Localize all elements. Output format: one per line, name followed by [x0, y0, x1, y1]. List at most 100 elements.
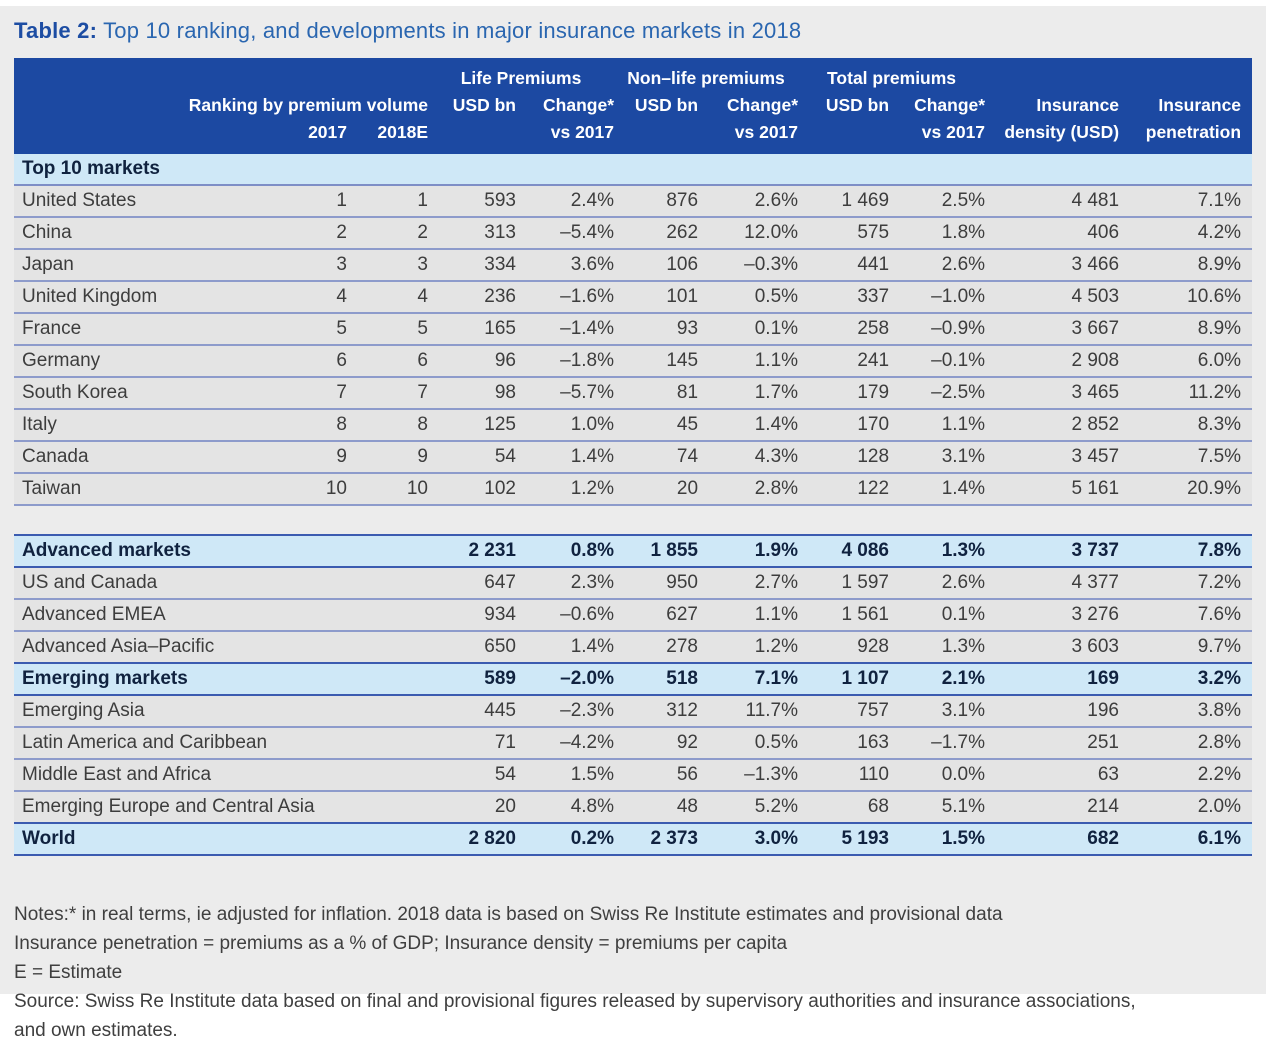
value-cell: 7.5% — [1119, 441, 1253, 474]
value-cell: 4 377 — [985, 567, 1119, 600]
value-cell: 1.2% — [516, 473, 615, 506]
table-row: US and Canada 647 2.3% 950 2.7% 1 597 2.6% 4 37… — [14, 567, 1252, 600]
value-cell: 3 276 — [985, 599, 1119, 632]
value-cell: 3 457 — [985, 441, 1120, 474]
value-cell: 1 597 — [798, 567, 889, 600]
market-name: World — [14, 822, 214, 856]
value-cell: 2.1% — [889, 662, 985, 696]
value-cell: 1.4% — [889, 473, 986, 506]
value-cell — [214, 662, 347, 696]
value-cell: 1.4% — [516, 631, 614, 663]
value-cell: 313 — [428, 217, 516, 250]
value-cell — [347, 534, 428, 568]
notes: Notes:* in real terms, ie adjusted for i… — [14, 900, 1252, 1045]
value-cell: 682 — [985, 822, 1119, 856]
value-cell — [347, 822, 428, 856]
header-group-total-premiums: Total premiums — [798, 58, 986, 92]
value-cell: 934 — [428, 599, 516, 632]
value-cell: 5 — [347, 313, 428, 346]
value-cell: 6 — [214, 345, 347, 378]
table-row: Advanced EMEA 934 –0.6% 627 1.1% 1 561 0.1% 3 2… — [14, 599, 1252, 632]
value-cell: 9 — [347, 441, 428, 474]
value-cell: 163 — [798, 727, 889, 760]
value-cell: 1.3% — [889, 631, 985, 663]
header-year-2018e: 2018E — [347, 119, 428, 154]
page: Table 2: Top 10 ranking, and developments… — [0, 6, 1266, 1041]
market-name: Emerging Europe and Central Asia — [14, 791, 315, 823]
value-cell: 20 — [428, 791, 516, 823]
market-name: Advanced Asia–Pacific — [14, 631, 214, 663]
value-cell: 179 — [798, 377, 890, 410]
section-row: Top 10 markets — [14, 154, 1253, 186]
value-cell: 7.8% — [1119, 534, 1252, 568]
value-cell: 2.6% — [698, 185, 799, 218]
value-cell: 334 — [428, 249, 516, 282]
value-cell: 4 481 — [985, 185, 1120, 218]
value-cell: 4 503 — [985, 281, 1120, 314]
value-cell: 10 — [214, 473, 347, 506]
value-cell: –0.9% — [889, 313, 986, 346]
market-name: Japan — [14, 249, 214, 282]
header-spacer — [14, 119, 214, 154]
value-cell: 4.2% — [1119, 217, 1253, 250]
value-cell: 7 — [347, 377, 428, 410]
value-cell: –0.1% — [889, 345, 986, 378]
value-cell: 9.7% — [1119, 631, 1252, 663]
aggregate-markets-body: Advanced markets 2 231 0.8% 1 855 1.9% 4 086 1… — [14, 534, 1252, 856]
value-cell: 68 — [798, 791, 889, 823]
value-cell: 3.0% — [698, 822, 798, 856]
value-cell: 8.9% — [1119, 249, 1253, 282]
table-row: Middle East and Africa 54 1.5% 56 –1.3% 110 0.… — [14, 759, 1252, 792]
value-cell: 337 — [798, 281, 890, 314]
value-cell: 8.9% — [1119, 313, 1253, 346]
value-cell: 8 — [347, 409, 428, 442]
value-cell: 0.8% — [516, 534, 614, 568]
value-cell: 92 — [614, 727, 698, 760]
value-cell: 54 — [428, 759, 516, 792]
value-cell: 48 — [614, 791, 698, 823]
value-cell: 11.7% — [698, 695, 798, 728]
value-cell: 4 — [214, 281, 347, 314]
market-name: Advanced markets — [14, 534, 214, 568]
value-cell: 876 — [614, 185, 699, 218]
header-year-2017: 2017 — [214, 119, 347, 154]
value-cell: 122 — [798, 473, 890, 506]
value-cell: 2.0% — [1119, 791, 1252, 823]
value-cell: 3.1% — [889, 695, 985, 728]
value-cell: 2.8% — [1119, 727, 1252, 760]
value-cell: 2.5% — [889, 185, 986, 218]
value-cell: 2.7% — [698, 567, 798, 600]
value-cell: 101 — [614, 281, 699, 314]
value-cell: 1.1% — [698, 345, 799, 378]
market-name: US and Canada — [14, 567, 214, 600]
value-cell: 3 465 — [985, 377, 1120, 410]
value-cell: 1 561 — [798, 599, 889, 632]
page-title: Table 2: Top 10 ranking, and developments… — [0, 6, 1266, 58]
value-cell: 5.1% — [889, 791, 985, 823]
value-cell: 251 — [985, 727, 1119, 760]
market-name: Middle East and Africa — [14, 759, 214, 792]
value-cell: 4.8% — [516, 791, 614, 823]
header-spacer — [14, 58, 428, 92]
value-cell: 56 — [614, 759, 698, 792]
value-cell: 3 — [214, 249, 347, 282]
value-cell: 2 852 — [985, 409, 1120, 442]
value-cell: 4.3% — [698, 441, 799, 474]
value-cell: 10.6% — [1119, 281, 1253, 314]
header-group-life-premiums: Life Premiums — [428, 58, 615, 92]
value-cell: 950 — [614, 567, 698, 600]
value-cell: –1.3% — [698, 759, 798, 792]
value-cell: 2.3% — [516, 567, 614, 600]
value-cell: 7.2% — [1119, 567, 1252, 600]
value-cell — [214, 759, 347, 792]
value-cell: 170 — [798, 409, 890, 442]
insurance-markets-table: Life Premiums Non–life premiums Total pr… — [14, 58, 1253, 506]
value-cell: 2.6% — [889, 567, 985, 600]
value-cell: 278 — [614, 631, 698, 663]
value-cell — [214, 599, 347, 632]
value-cell: 4 — [347, 281, 428, 314]
value-cell — [347, 759, 428, 792]
value-cell: 1 — [214, 185, 347, 218]
value-cell: 650 — [428, 631, 516, 663]
value-cell: 647 — [428, 567, 516, 600]
